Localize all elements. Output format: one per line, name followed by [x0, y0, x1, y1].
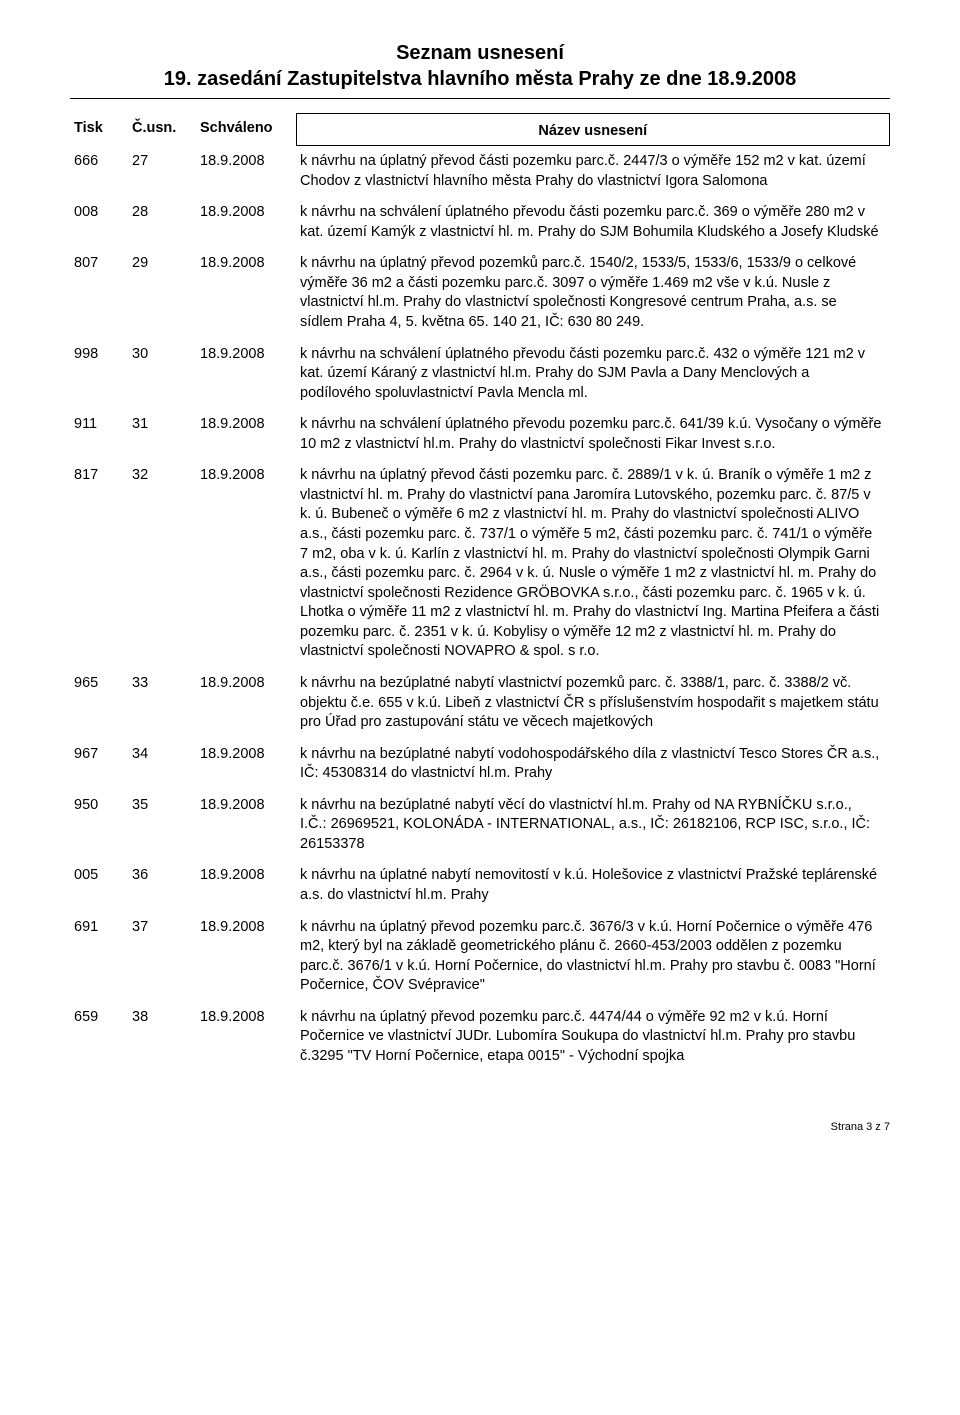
- title-line-2: 19. zasedání Zastupitelstva hlavního měs…: [70, 66, 890, 92]
- cell-tisk: 666: [70, 146, 128, 198]
- cell-cusn: 32: [128, 460, 196, 668]
- cell-tisk: 817: [70, 460, 128, 668]
- col-header-tisk: Tisk: [70, 114, 128, 146]
- table-row: 9503518.9.2008k návrhu na bezúplatné nab…: [70, 790, 890, 861]
- table-row: 0082818.9.2008k návrhu na schválení úpla…: [70, 197, 890, 248]
- cell-date: 18.9.2008: [196, 339, 296, 410]
- cell-nazev: k návrhu na úplatné nabytí nemovitostí v…: [296, 860, 890, 911]
- cell-tisk: 008: [70, 197, 128, 248]
- page-indicator: Strana 3 z 7: [831, 1121, 890, 1133]
- page-container: Seznam usnesení 19. zasedání Zastupitels…: [0, 0, 960, 1103]
- cell-nazev: k návrhu na schválení úplatného převodu …: [296, 197, 890, 248]
- cell-cusn: 30: [128, 339, 196, 410]
- table-row: 9653318.9.2008k návrhu na bezúplatné nab…: [70, 668, 890, 739]
- table-row: 8072918.9.2008k návrhu na úplatný převod…: [70, 248, 890, 338]
- cell-nazev: k návrhu na schválení úplatného převodu …: [296, 339, 890, 410]
- cell-tisk: 911: [70, 409, 128, 460]
- cell-nazev: k návrhu na bezúplatné nabytí věcí do vl…: [296, 790, 890, 861]
- cell-nazev: k návrhu na úplatný převod pozemků parc.…: [296, 248, 890, 338]
- table-row: 0053618.9.2008k návrhu na úplatné nabytí…: [70, 860, 890, 911]
- cell-tisk: 950: [70, 790, 128, 861]
- table-header-row: Tisk Č.usn. Schváleno Název usnesení: [70, 114, 890, 146]
- cell-cusn: 27: [128, 146, 196, 198]
- cell-cusn: 38: [128, 1002, 196, 1073]
- resolutions-table: Tisk Č.usn. Schváleno Název usnesení 666…: [70, 113, 890, 1073]
- cell-tisk: 691: [70, 912, 128, 1002]
- table-body: 6662718.9.2008k návrhu na úplatný převod…: [70, 146, 890, 1073]
- table-row: 6662718.9.2008k návrhu na úplatný převod…: [70, 146, 890, 198]
- cell-date: 18.9.2008: [196, 248, 296, 338]
- cell-cusn: 33: [128, 668, 196, 739]
- cell-date: 18.9.2008: [196, 409, 296, 460]
- cell-nazev: k návrhu na úplatný převod části pozemku…: [296, 460, 890, 668]
- cell-date: 18.9.2008: [196, 860, 296, 911]
- table-row: 6593818.9.2008k návrhu na úplatný převod…: [70, 1002, 890, 1073]
- page-footer: Strana 3 z 7: [0, 1103, 960, 1153]
- cell-date: 18.9.2008: [196, 460, 296, 668]
- cell-date: 18.9.2008: [196, 912, 296, 1002]
- cell-tisk: 967: [70, 739, 128, 790]
- title-line-1: Seznam usnesení: [70, 40, 890, 66]
- col-header-schvaleno: Schváleno: [196, 114, 296, 146]
- col-header-nazev: Název usnesení: [296, 114, 890, 146]
- cell-cusn: 36: [128, 860, 196, 911]
- cell-tisk: 807: [70, 248, 128, 338]
- table-row: 6913718.9.2008k návrhu na úplatný převod…: [70, 912, 890, 1002]
- cell-date: 18.9.2008: [196, 146, 296, 198]
- cell-nazev: k návrhu na bezúplatné nabytí vodohospod…: [296, 739, 890, 790]
- cell-nazev: k návrhu na úplatný převod pozemku parc.…: [296, 912, 890, 1002]
- cell-date: 18.9.2008: [196, 197, 296, 248]
- cell-nazev: k návrhu na bezúplatné nabytí vlastnictv…: [296, 668, 890, 739]
- cell-cusn: 35: [128, 790, 196, 861]
- col-header-cusn: Č.usn.: [128, 114, 196, 146]
- table-row: 8173218.9.2008k návrhu na úplatný převod…: [70, 460, 890, 668]
- cell-date: 18.9.2008: [196, 739, 296, 790]
- table-row: 9983018.9.2008k návrhu na schválení úpla…: [70, 339, 890, 410]
- cell-tisk: 659: [70, 1002, 128, 1073]
- cell-cusn: 29: [128, 248, 196, 338]
- cell-nazev: k návrhu na úplatný převod části pozemku…: [296, 146, 890, 198]
- cell-date: 18.9.2008: [196, 1002, 296, 1073]
- cell-date: 18.9.2008: [196, 668, 296, 739]
- document-title-block: Seznam usnesení 19. zasedání Zastupitels…: [70, 40, 890, 92]
- cell-tisk: 965: [70, 668, 128, 739]
- cell-nazev: k návrhu na schválení úplatného převodu …: [296, 409, 890, 460]
- cell-nazev: k návrhu na úplatný převod pozemku parc.…: [296, 1002, 890, 1073]
- cell-cusn: 31: [128, 409, 196, 460]
- table-row: 9673418.9.2008k návrhu na bezúplatné nab…: [70, 739, 890, 790]
- cell-date: 18.9.2008: [196, 790, 296, 861]
- title-separator: [70, 98, 890, 99]
- cell-tisk: 005: [70, 860, 128, 911]
- cell-cusn: 28: [128, 197, 196, 248]
- cell-cusn: 37: [128, 912, 196, 1002]
- cell-cusn: 34: [128, 739, 196, 790]
- cell-tisk: 998: [70, 339, 128, 410]
- table-row: 9113118.9.2008k návrhu na schválení úpla…: [70, 409, 890, 460]
